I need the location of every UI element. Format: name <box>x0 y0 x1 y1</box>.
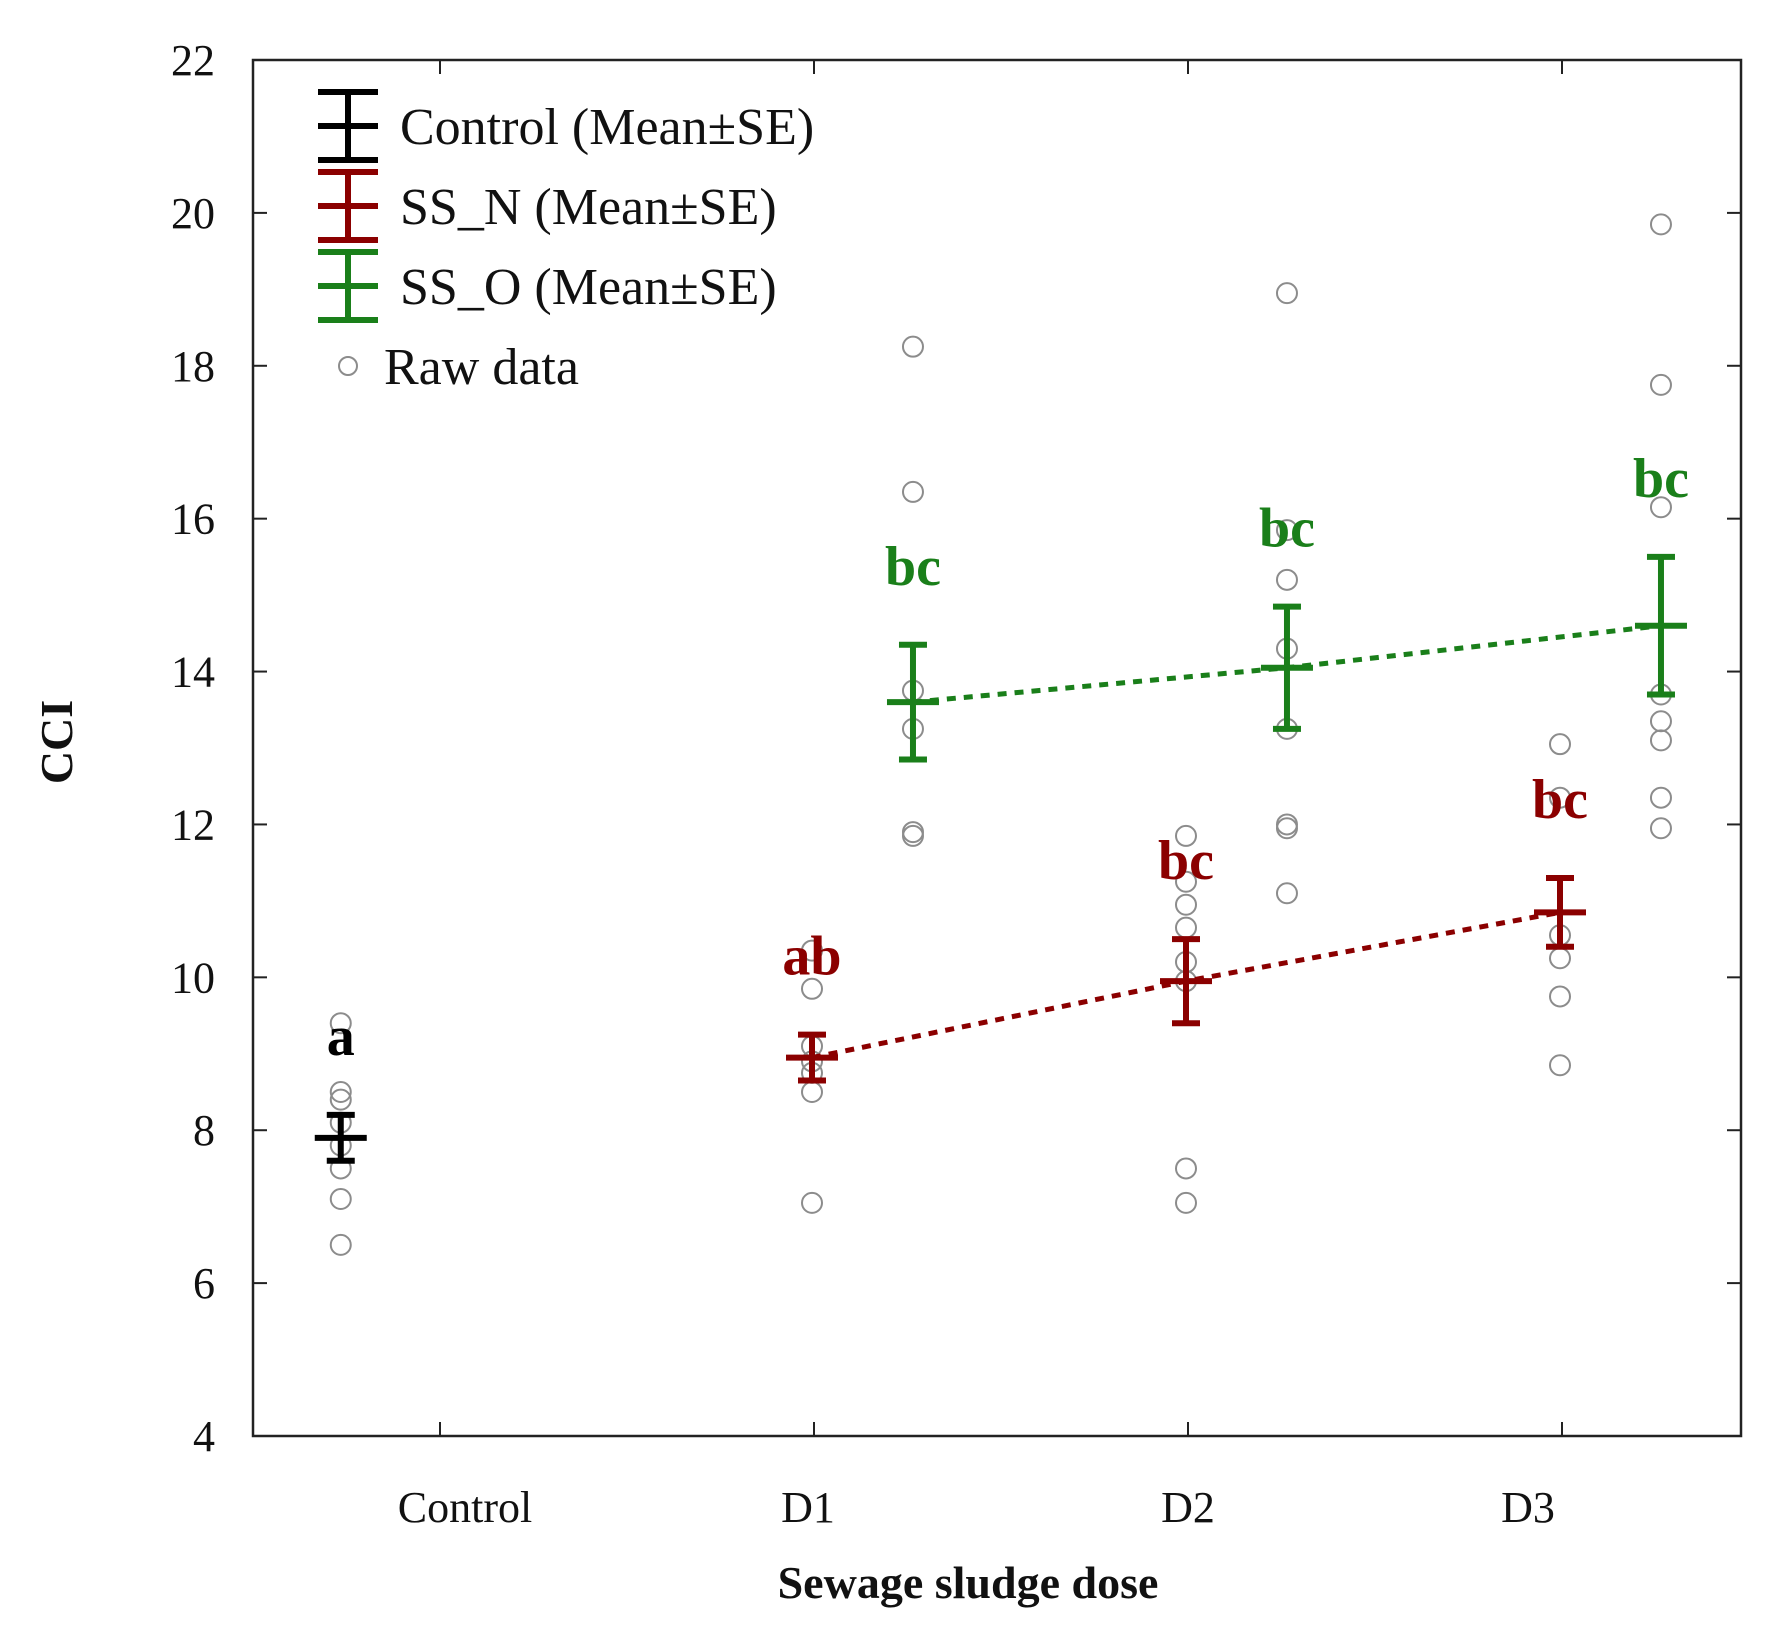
raw-data-point <box>329 1088 352 1111</box>
raw-data-point <box>1649 213 1672 236</box>
raw-data-point <box>1549 733 1571 756</box>
raw-data-point <box>1549 947 1571 970</box>
significance-letters-layer: a ab bc bc bc bc bc <box>327 448 1689 1068</box>
y-tick-label: 22 <box>171 36 215 85</box>
raw-data-point <box>1275 519 1298 542</box>
raw-data-point <box>1275 882 1298 905</box>
legend-entry: Raw data <box>338 339 579 396</box>
raw-data-point <box>1175 1157 1197 1180</box>
legend-label: SS_N (Mean±SE) <box>400 179 777 236</box>
raw-data-point <box>1275 568 1298 591</box>
raw-data-point <box>329 1081 352 1103</box>
raw-data-point <box>1175 893 1197 916</box>
errorbar-SS_O-D1 <box>886 641 939 763</box>
y-axis-title: CCI <box>31 700 82 784</box>
y-tick-label: 18 <box>171 342 215 391</box>
axes-frame-layer: 4 6 8 10 12 14 16 18 20 22 Control D1 D2 D3 <box>171 36 1743 1532</box>
raw-data-point <box>901 824 924 847</box>
legend-label: Raw data <box>384 339 579 396</box>
y-tick-label: 6 <box>193 1259 215 1308</box>
significance-letter: bc <box>1259 498 1315 560</box>
significance-letter: bc <box>885 536 941 598</box>
x-axis-title: Sewage sludge dose <box>778 1557 1159 1608</box>
legend: Control (Mean±SE) SS_N (Mean±SE) SS_O (Mea… <box>318 89 814 396</box>
legend-entry: SS_O (Mean±SE) <box>318 249 777 323</box>
x-category-label: D2 <box>1161 1483 1215 1532</box>
errorbar-layer <box>314 553 1687 1164</box>
significance-letter: bc <box>1158 830 1214 892</box>
legend-label: SS_O (Mean±SE) <box>400 259 777 316</box>
errorbar-SS_N-D1 <box>786 1031 838 1084</box>
raw-data-point <box>1275 282 1298 305</box>
raw-data-point <box>329 1233 352 1256</box>
y-tick-label: 4 <box>193 1412 215 1461</box>
raw-data-point <box>329 1012 352 1035</box>
y-tick-label: 16 <box>171 495 215 544</box>
raw-data-point <box>1549 1054 1571 1077</box>
x-category-label: Control <box>398 1483 532 1532</box>
significance-letter: bc <box>1633 448 1689 510</box>
y-tick-label: 8 <box>193 1106 215 1155</box>
raw-data-point <box>801 977 823 1000</box>
raw-data-point <box>1649 729 1672 752</box>
axis-labels-layer: CCI Sewage sludge dose <box>31 700 1158 1608</box>
y-tick-label: 10 <box>171 953 215 1002</box>
x-category-label: D1 <box>781 1483 835 1532</box>
raw-data-point <box>1649 817 1672 840</box>
legend-label: Control (Mean±SE) <box>400 99 814 156</box>
raw-data-point <box>1549 985 1571 1008</box>
raw-data-point <box>901 335 924 358</box>
legend-entry: SS_N (Mean±SE) <box>318 169 777 243</box>
y-tick-label: 12 <box>171 800 215 849</box>
raw-data-point <box>1649 710 1672 733</box>
raw-data-point <box>801 1191 823 1214</box>
connector-lines-layer <box>811 623 1662 1061</box>
y-tick-label: 14 <box>171 648 215 697</box>
x-category-label: D3 <box>1501 1483 1555 1532</box>
raw-data-point <box>1175 916 1197 939</box>
raw-data-point <box>1649 786 1672 809</box>
errorbar-SS_N-D3 <box>1534 874 1586 950</box>
raw-data-point <box>1175 870 1197 893</box>
errorbar-Control-Control <box>314 1111 367 1164</box>
significance-letter: ab <box>782 926 841 988</box>
legend-entry: Control (Mean±SE) <box>318 89 814 163</box>
raw-data-point <box>1649 373 1672 396</box>
raw-data-point <box>1175 824 1197 847</box>
errorbar-SS_O-D3 <box>1634 553 1687 698</box>
legend-marker <box>338 356 358 376</box>
raw-data-point <box>1649 496 1672 519</box>
errorbar-SS_O-D2 <box>1260 603 1313 732</box>
significance-letter: a <box>327 1006 355 1068</box>
y-tick-label: 20 <box>171 189 215 238</box>
raw-data-point <box>801 939 823 962</box>
raw-data-point <box>329 1188 352 1211</box>
raw-data-point <box>801 1081 823 1103</box>
raw-data-point <box>1175 1191 1197 1214</box>
significance-letter: bc <box>1532 769 1588 831</box>
raw-data-point <box>1275 817 1298 840</box>
errorbar-SS_N-D2 <box>1160 936 1212 1027</box>
plot-frame <box>251 58 1743 1438</box>
raw-data-point <box>901 480 924 503</box>
raw-data-point <box>1549 786 1571 809</box>
